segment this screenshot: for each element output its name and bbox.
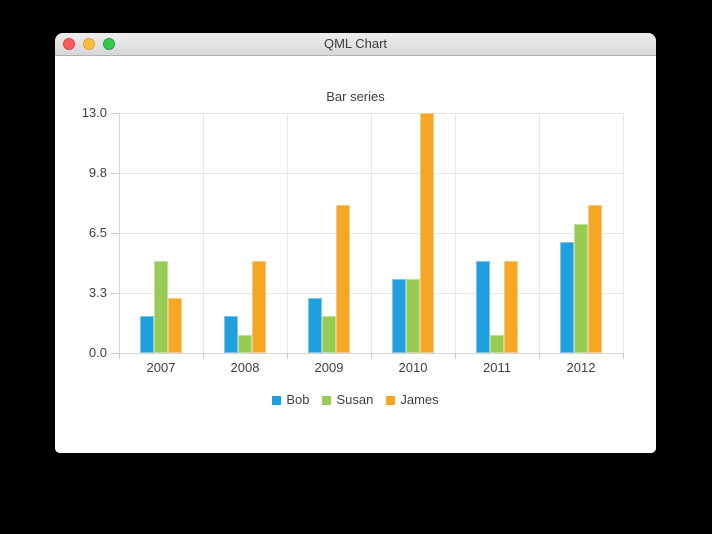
x-axis-label: 2007 bbox=[146, 360, 176, 375]
legend-marker-icon bbox=[272, 395, 282, 405]
gridline-vertical bbox=[455, 113, 456, 353]
legend-label: James bbox=[400, 392, 439, 407]
x-axis-tick bbox=[623, 353, 624, 359]
minimize-button[interactable] bbox=[83, 38, 95, 50]
legend-item-james[interactable]: James bbox=[386, 392, 439, 407]
bar-susan-2008 bbox=[238, 334, 252, 353]
y-axis-tick bbox=[111, 293, 119, 294]
y-axis-label: 6.5 bbox=[88, 225, 107, 240]
bar-james-2009 bbox=[336, 205, 350, 353]
y-axis-tick bbox=[111, 353, 119, 354]
x-axis-label: 2008 bbox=[230, 360, 260, 375]
gridline-vertical bbox=[623, 113, 624, 353]
y-axis-label: 13.0 bbox=[81, 105, 107, 120]
gridline-vertical bbox=[203, 113, 204, 353]
app-window: QML Chart Bar series 13.0 9.8 6.5 3.3 0.0 200… bbox=[55, 33, 656, 453]
legend-marker-icon bbox=[322, 395, 332, 405]
y-axis-label: 0.0 bbox=[88, 345, 107, 360]
bar-bob-2010 bbox=[392, 279, 406, 353]
bar-bob-2008 bbox=[224, 316, 238, 353]
x-axis-tick bbox=[203, 353, 204, 359]
chart-legend: Bob Susan James bbox=[55, 392, 656, 408]
gridline-vertical bbox=[287, 113, 288, 353]
x-axis-label: 2010 bbox=[398, 360, 428, 375]
legend-label: Susan bbox=[336, 392, 374, 407]
x-axis-tick bbox=[119, 353, 120, 359]
bar-james-2010 bbox=[420, 113, 434, 353]
x-axis-label: 2011 bbox=[483, 360, 511, 375]
zoom-button[interactable] bbox=[103, 38, 115, 50]
bar-bob-2007 bbox=[140, 316, 154, 353]
bar-susan-2007 bbox=[154, 260, 168, 353]
bar-susan-2012 bbox=[574, 223, 588, 353]
window-titlebar[interactable]: QML Chart bbox=[55, 33, 656, 56]
legend-marker-icon bbox=[386, 395, 396, 405]
legend-label: Bob bbox=[286, 392, 310, 407]
y-axis-tick bbox=[111, 113, 119, 114]
x-axis-tick bbox=[287, 353, 288, 359]
chart-canvas: Bar series 13.0 9.8 6.5 3.3 0.0 2007 2008 2009 2… bbox=[55, 56, 656, 453]
gridline-vertical bbox=[119, 113, 120, 353]
x-axis-tick bbox=[539, 353, 540, 359]
bar-james-2012 bbox=[588, 205, 602, 353]
gridline-vertical bbox=[371, 113, 372, 353]
x-axis-tick bbox=[455, 353, 456, 359]
y-axis-label: 3.3 bbox=[88, 285, 107, 300]
chart-title: Bar series bbox=[326, 89, 385, 104]
legend-item-bob[interactable]: Bob bbox=[272, 393, 309, 407]
gridline-vertical bbox=[539, 113, 540, 353]
bar-susan-2010 bbox=[406, 279, 420, 353]
close-button[interactable] bbox=[63, 38, 75, 50]
bar-bob-2011 bbox=[476, 260, 490, 353]
y-axis-tick bbox=[111, 233, 119, 234]
x-axis-label: 2009 bbox=[314, 360, 344, 375]
bar-susan-2009 bbox=[322, 316, 336, 353]
y-axis-label: 9.8 bbox=[88, 165, 107, 180]
x-axis-tick bbox=[371, 353, 372, 359]
bar-james-2011 bbox=[504, 260, 518, 353]
legend-item-susan[interactable]: Susan bbox=[322, 393, 373, 407]
window-controls bbox=[63, 38, 115, 50]
bar-bob-2009 bbox=[308, 297, 322, 353]
bar-bob-2012 bbox=[560, 242, 574, 353]
bar-james-2008 bbox=[252, 260, 266, 353]
window-title: QML Chart bbox=[323, 36, 388, 51]
y-axis-tick bbox=[111, 173, 119, 174]
bar-james-2007 bbox=[168, 297, 182, 353]
x-axis-label: 2012 bbox=[566, 360, 596, 375]
bar-susan-2011 bbox=[490, 334, 504, 353]
